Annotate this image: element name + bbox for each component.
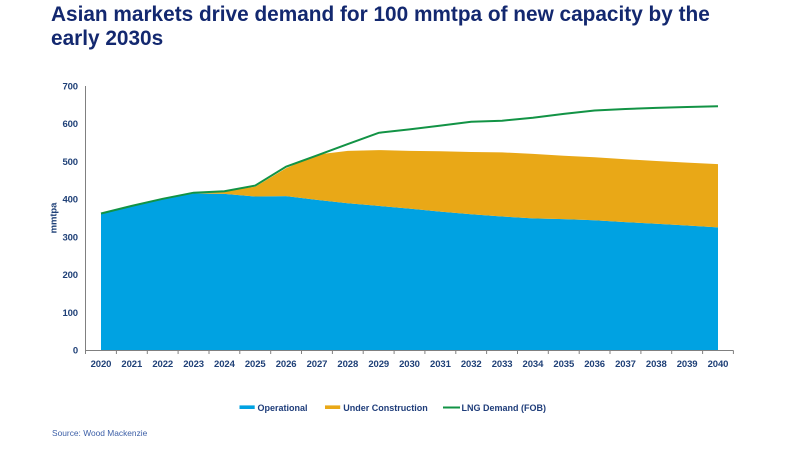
svg-text:2036: 2036 [584, 359, 605, 370]
svg-text:2029: 2029 [368, 359, 389, 370]
svg-text:2028: 2028 [337, 359, 358, 370]
svg-text:2024: 2024 [214, 359, 236, 370]
svg-text:2026: 2026 [276, 359, 297, 370]
svg-text:Under Construction: Under Construction [343, 403, 428, 413]
svg-text:2032: 2032 [461, 359, 482, 370]
svg-text:2031: 2031 [430, 359, 452, 370]
svg-text:0: 0 [73, 346, 78, 357]
svg-text:2030: 2030 [399, 359, 420, 370]
svg-text:mmtpa: mmtpa [49, 202, 60, 233]
svg-text:500: 500 [62, 157, 78, 168]
svg-text:LNG Demand (FOB): LNG Demand (FOB) [462, 403, 547, 413]
svg-text:400: 400 [62, 195, 78, 206]
svg-text:600: 600 [62, 119, 78, 130]
svg-text:300: 300 [62, 232, 78, 243]
svg-text:2035: 2035 [553, 359, 575, 370]
svg-text:700: 700 [62, 82, 78, 93]
svg-text:2027: 2027 [307, 359, 328, 370]
svg-text:2021: 2021 [121, 359, 143, 370]
svg-text:2038: 2038 [646, 359, 667, 370]
svg-text:2022: 2022 [152, 359, 173, 370]
svg-text:2023: 2023 [183, 359, 204, 370]
svg-text:Operational: Operational [258, 403, 308, 413]
svg-text:2039: 2039 [677, 359, 698, 370]
svg-text:2025: 2025 [245, 359, 267, 370]
svg-text:100: 100 [62, 308, 78, 319]
svg-text:2034: 2034 [523, 359, 545, 370]
svg-text:2033: 2033 [492, 359, 513, 370]
svg-text:2037: 2037 [615, 359, 636, 370]
svg-text:2040: 2040 [708, 359, 729, 370]
svg-text:2020: 2020 [91, 359, 112, 370]
svg-text:200: 200 [62, 270, 78, 281]
